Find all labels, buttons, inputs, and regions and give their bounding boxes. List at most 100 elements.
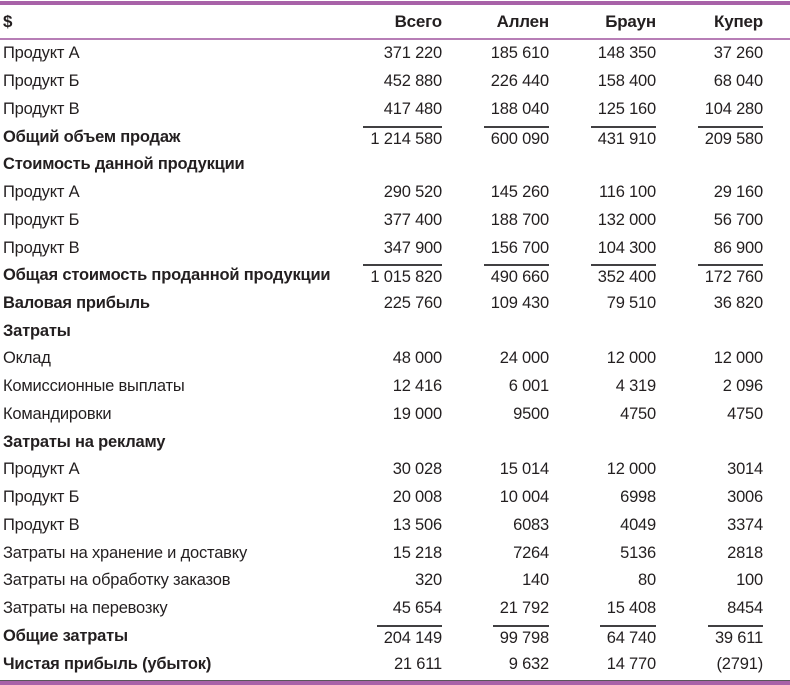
value-cell: 158 400 (549, 72, 656, 91)
table-body: Продукт А 371 220 185 610 148 350 37 260 Прод… (0, 40, 790, 680)
value-cell: 15 014 (442, 460, 549, 479)
value: 19 000 (392, 404, 442, 423)
row-label: Продукт Б (3, 210, 80, 229)
value-cell: 3014 (656, 460, 763, 479)
value-cell: 145 260 (442, 183, 549, 202)
value: 39 611 (707, 624, 763, 648)
value-cell: 188 700 (442, 211, 549, 230)
value: 6998 (620, 488, 656, 507)
value: 4049 (620, 515, 656, 534)
value-cell: 185 610 (442, 44, 549, 63)
value: 13 506 (392, 515, 442, 534)
value-cell: 4750 (549, 405, 656, 424)
row-label: Затраты на хранение и доставку (3, 543, 248, 562)
value-cell: 148 350 (549, 44, 656, 63)
value: 79 510 (606, 293, 656, 312)
value-cell: 4750 (656, 405, 763, 424)
value: 1 214 580 (363, 125, 442, 149)
value: 490 660 (483, 264, 549, 287)
value: 8454 (727, 599, 763, 618)
value-cell (442, 155, 549, 174)
table-row: Чистая прибыль (убыток) 21 611 9 632 14 770… (0, 650, 790, 678)
value-cell: 37 260 (656, 44, 763, 63)
value-cell: 209 580 (656, 125, 763, 149)
value-cell: 21 611 (335, 655, 442, 674)
table-row: Продукт Б 452 880 226 440 158 400 68 040 (0, 68, 790, 96)
value-cell: 320 (335, 571, 442, 590)
value-cell: 21 792 (442, 599, 549, 618)
value: 12 000 (713, 349, 763, 368)
value-cell: 4049 (549, 516, 656, 535)
table-row: Стоимость данной продукции (0, 151, 790, 179)
table-row: Комиссионные выплаты 12 416 6 001 4 319 2 09… (0, 373, 790, 401)
value: 188 040 (490, 99, 549, 118)
value-cell: 371 220 (335, 44, 442, 63)
row-label: Продукт В (3, 238, 80, 257)
value-cell: 39 611 (656, 624, 763, 648)
value-cell: 490 660 (442, 264, 549, 287)
table-row: Общие затраты 204 149 99 798 64 740 39 611 (0, 622, 790, 650)
value-cell: 600 090 (442, 125, 549, 149)
value-cell: 5136 (549, 544, 656, 563)
value-cell (549, 155, 656, 174)
value-cell: 36 820 (656, 294, 763, 313)
value-cell: 377 400 (335, 211, 442, 230)
value-cell (442, 433, 549, 452)
value: 5136 (620, 543, 656, 562)
value: 99 798 (492, 624, 549, 648)
column-header-total: Всего (394, 11, 443, 31)
table-row: Затраты (0, 317, 790, 345)
value-cell: 20 008 (335, 488, 442, 507)
value-cell: 4 319 (549, 377, 656, 396)
value-cell: 7264 (442, 544, 549, 563)
row-label: Командировки (3, 404, 112, 423)
value-cell: 100 (656, 571, 763, 590)
value: 15 218 (392, 543, 442, 562)
value-cell: 15 218 (335, 544, 442, 563)
value: 45 654 (392, 599, 442, 618)
value-cell: 204 149 (335, 624, 442, 648)
value-cell: (2791) (656, 655, 764, 674)
table-row: Затраты на перевозку 45 654 21 792 15 408 84… (0, 595, 790, 623)
value: 24 000 (499, 349, 549, 368)
value-cell: 14 770 (549, 655, 656, 674)
value-cell: 3374 (656, 516, 763, 535)
value-cell: 80 (549, 571, 656, 590)
value: 290 520 (383, 183, 442, 202)
row-label: Общая стоимость проданной продукции (3, 266, 331, 285)
table-row: Общая стоимость проданной продукции 1 015… (0, 262, 790, 290)
value-cell (335, 322, 442, 341)
table-header: $ Всего Аллен Браун Купер (0, 5, 790, 38)
value: 347 900 (383, 238, 442, 257)
value: 225 760 (383, 293, 442, 312)
row-label: Общий объем продаж (3, 127, 181, 146)
row-label: Затраты на обработку заказов (3, 571, 231, 590)
value-cell: 9 632 (442, 655, 549, 674)
value-cell: 2 096 (656, 377, 763, 396)
value-cell: 431 910 (549, 125, 656, 149)
value-cell: 104 280 (656, 100, 763, 119)
row-label: Продукт В (3, 99, 80, 118)
row-label: Комиссионные выплаты (3, 377, 185, 396)
value-cell (656, 433, 763, 452)
value-cell: 56 700 (656, 211, 763, 230)
table-row: Затраты на обработку заказов 320 140 80 100 (0, 567, 790, 595)
row-label: Затраты на рекламу (3, 432, 166, 451)
value: 156 700 (490, 238, 549, 257)
value: 320 (415, 571, 442, 590)
value: 371 220 (383, 44, 442, 63)
value: 125 160 (597, 99, 656, 118)
value: 452 880 (383, 72, 442, 91)
value-cell: 172 760 (656, 264, 763, 287)
value-cell: 6998 (549, 488, 656, 507)
value-cell: 30 028 (335, 460, 442, 479)
value: 431 910 (590, 125, 656, 149)
value-cell (549, 433, 656, 452)
row-label: Продукт Б (3, 72, 80, 91)
value: 226 440 (490, 72, 549, 91)
value-cell: 132 000 (549, 211, 656, 230)
top-accent-rule (0, 1, 790, 5)
value: 3374 (727, 515, 763, 534)
value: 7264 (513, 543, 549, 562)
bottom-accent-rule (0, 680, 790, 685)
